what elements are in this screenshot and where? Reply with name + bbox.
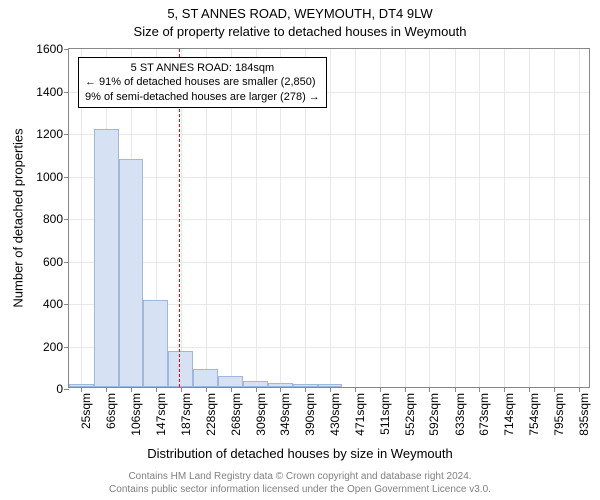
xtick-mark: [479, 387, 480, 392]
gridline-v: [380, 49, 381, 387]
xtick-mark: [529, 387, 530, 392]
annotation-line3: 9% of semi-detached houses are larger (2…: [85, 90, 320, 104]
xtick-mark: [455, 387, 456, 392]
xtick-label: 390sqm: [303, 393, 317, 436]
xtick-label: 795sqm: [552, 393, 566, 436]
gridline-v: [529, 49, 530, 387]
gridline-v: [554, 49, 555, 387]
title-line1: 5, ST ANNES ROAD, WEYMOUTH, DT4 9LW: [0, 6, 600, 21]
xtick-mark: [280, 387, 281, 392]
gridline-v: [330, 49, 331, 387]
ytick-label: 0: [56, 382, 69, 396]
gridline-v: [405, 49, 406, 387]
gridline-v: [429, 49, 430, 387]
xtick-label: 714sqm: [502, 393, 516, 436]
ytick-label: 200: [43, 340, 69, 354]
gridline-v: [455, 49, 456, 387]
histogram-bar: [143, 300, 168, 387]
histogram-bar: [168, 351, 193, 387]
xtick-mark: [554, 387, 555, 392]
ytick-label: 600: [43, 255, 69, 269]
xtick-label: 633sqm: [453, 393, 467, 436]
xtick-mark: [231, 387, 232, 392]
xtick-mark: [256, 387, 257, 392]
ytick-label: 1600: [36, 42, 69, 56]
annotation-line2: ← 91% of detached houses are smaller (2,…: [85, 75, 320, 89]
histogram-bar: [193, 369, 218, 387]
histogram-bar: [94, 129, 119, 387]
chart-container: 5, ST ANNES ROAD, WEYMOUTH, DT4 9LW Size…: [0, 0, 600, 500]
ytick-label: 800: [43, 212, 69, 226]
xtick-label: 552sqm: [403, 393, 417, 436]
xtick-label: 511sqm: [378, 393, 392, 435]
xtick-mark: [405, 387, 406, 392]
gridline-v: [579, 49, 580, 387]
ytick-label: 1200: [36, 127, 69, 141]
xtick-mark: [156, 387, 157, 392]
gridline-h: [69, 219, 589, 220]
xtick-label: 349sqm: [278, 393, 292, 436]
title-line2: Size of property relative to detached ho…: [0, 24, 600, 39]
xtick-mark: [81, 387, 82, 392]
xtick-label: 673sqm: [477, 393, 491, 436]
annotation-title: 5 ST ANNES ROAD: 184sqm: [85, 61, 320, 75]
x-axis-label: Distribution of detached houses by size …: [0, 446, 600, 461]
xtick-mark: [206, 387, 207, 392]
ytick-label: 1000: [36, 170, 69, 184]
xtick-label: 754sqm: [527, 393, 541, 436]
xtick-mark: [131, 387, 132, 392]
xtick-label: 592sqm: [427, 393, 441, 436]
xtick-mark: [429, 387, 430, 392]
histogram-bar: [119, 159, 144, 387]
xtick-label: 835sqm: [577, 393, 591, 436]
histogram-bar: [293, 384, 318, 387]
xtick-mark: [380, 387, 381, 392]
xtick-mark: [330, 387, 331, 392]
xtick-label: 66sqm: [104, 393, 118, 429]
histogram-bar: [69, 384, 94, 387]
xtick-label: 187sqm: [179, 393, 193, 436]
ytick-label: 400: [43, 297, 69, 311]
xtick-mark: [106, 387, 107, 392]
histogram-bar: [218, 376, 243, 387]
gridline-v: [355, 49, 356, 387]
xtick-label: 106sqm: [129, 393, 143, 436]
gridline-v: [479, 49, 480, 387]
xtick-label: 228sqm: [204, 393, 218, 436]
histogram-bar: [243, 381, 268, 387]
gridline-h: [69, 134, 589, 135]
xtick-mark: [181, 387, 182, 392]
xtick-label: 147sqm: [154, 393, 168, 436]
xtick-mark: [355, 387, 356, 392]
histogram-bar: [318, 384, 343, 387]
annotation-box: 5 ST ANNES ROAD: 184sqm ← 91% of detache…: [78, 57, 327, 108]
gridline-h: [69, 262, 589, 263]
xtick-mark: [504, 387, 505, 392]
y-axis-label: Number of detached properties: [11, 128, 26, 307]
footer-line2: Contains public sector information licen…: [0, 483, 600, 496]
histogram-bar: [268, 383, 293, 387]
footer: Contains HM Land Registry data © Crown c…: [0, 470, 600, 496]
gridline-v: [504, 49, 505, 387]
xtick-label: 25sqm: [79, 393, 93, 429]
xtick-label: 430sqm: [328, 393, 342, 436]
gridline-h: [69, 177, 589, 178]
xtick-mark: [579, 387, 580, 392]
ytick-label: 1400: [36, 85, 69, 99]
footer-line1: Contains HM Land Registry data © Crown c…: [0, 470, 600, 483]
xtick-label: 471sqm: [353, 393, 367, 436]
xtick-label: 268sqm: [229, 393, 243, 436]
xtick-mark: [305, 387, 306, 392]
xtick-label: 309sqm: [254, 393, 268, 436]
